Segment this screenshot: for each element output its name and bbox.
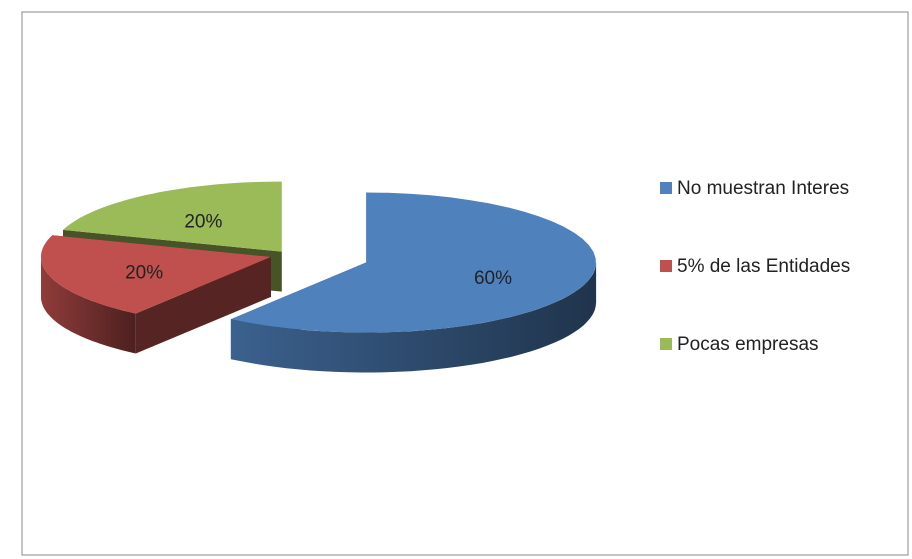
legend-label: 5% de las Entidades [677, 256, 850, 277]
legend-swatch [660, 338, 672, 350]
slice [63, 181, 282, 252]
data-label: 20% [125, 262, 163, 283]
legend-label: Pocas empresas [677, 334, 819, 355]
slice [41, 235, 271, 314]
legend-label: No muestran Interes [677, 178, 849, 199]
data-label: 20% [184, 212, 222, 233]
legend-swatch [660, 182, 672, 194]
slice [230, 192, 596, 333]
slice-wall [230, 262, 597, 373]
slice-wall [41, 256, 136, 354]
data-label: 60% [474, 268, 512, 289]
legend-swatch [660, 260, 672, 272]
